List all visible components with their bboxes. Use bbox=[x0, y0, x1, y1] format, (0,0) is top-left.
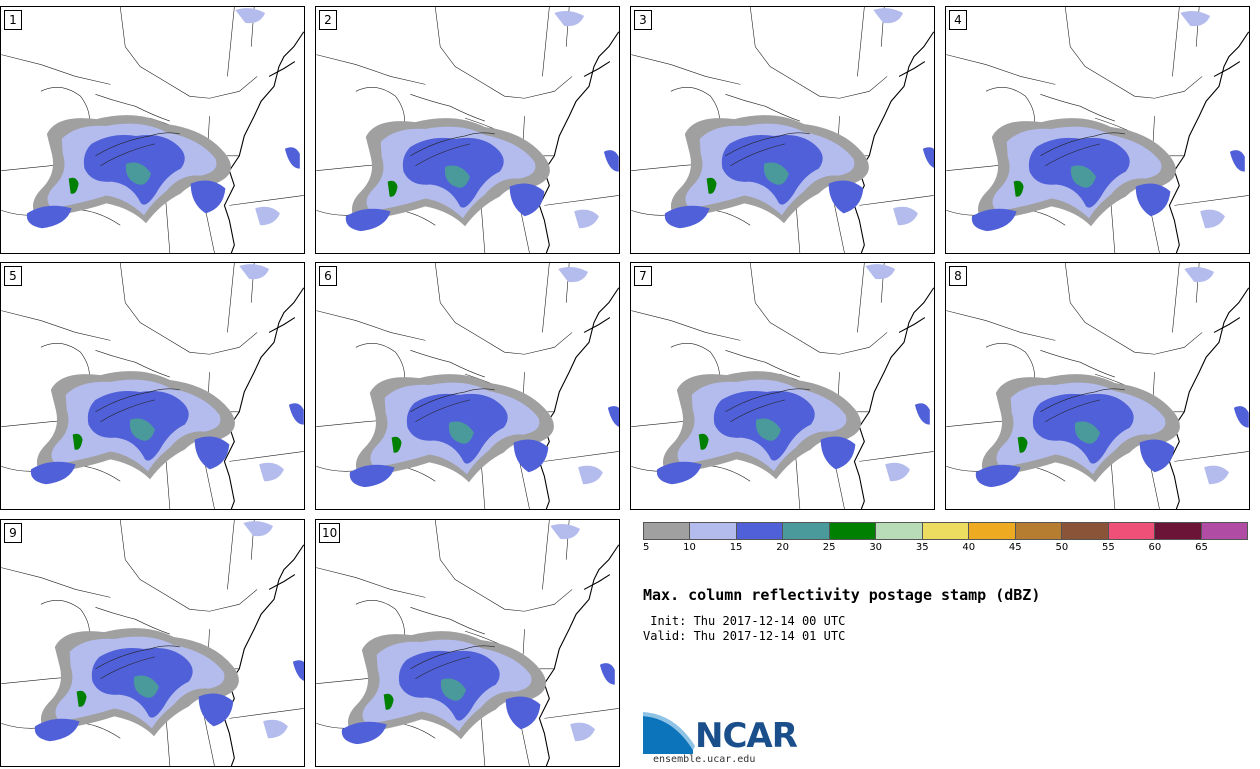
legend-label: 40 bbox=[962, 542, 976, 553]
legend-label: 35 bbox=[915, 542, 929, 553]
legend-swatch bbox=[690, 523, 737, 539]
legend-swatch bbox=[922, 523, 970, 539]
legend-label: 45 bbox=[1008, 542, 1022, 553]
map-title: Max. column reflectivity postage stamp (… bbox=[643, 586, 1041, 604]
ncar-logo: NCAR bbox=[643, 712, 798, 754]
legend-swatch bbox=[829, 523, 877, 539]
legend-swatch bbox=[969, 523, 1016, 539]
legend-label: 65 bbox=[1195, 542, 1208, 553]
legend-swatch bbox=[1108, 523, 1156, 539]
legend-swatch bbox=[644, 523, 691, 539]
postage-stamp-panel: 1 bbox=[0, 6, 305, 254]
legend-swatch bbox=[1015, 523, 1063, 539]
legend-swatch bbox=[1201, 523, 1248, 539]
legend-swatch bbox=[1155, 523, 1202, 539]
legend-label: 25 bbox=[822, 542, 836, 553]
panel-number: 6 bbox=[319, 266, 337, 286]
panel-number: 5 bbox=[4, 266, 22, 286]
postage-stamp-panel: 6 bbox=[315, 262, 620, 510]
postage-stamp-panel: 8 bbox=[945, 262, 1250, 510]
panel-number: 4 bbox=[949, 10, 967, 30]
panel-number: 3 bbox=[634, 10, 652, 30]
panel-number: 1 bbox=[4, 10, 22, 30]
legend-label: 15 bbox=[729, 542, 743, 553]
legend-label: 50 bbox=[1055, 542, 1069, 553]
legend-label: 60 bbox=[1148, 542, 1162, 553]
legend-swatch bbox=[783, 523, 830, 539]
panel-number: 2 bbox=[319, 10, 337, 30]
logo-url: ensemble.ucar.edu bbox=[653, 754, 756, 765]
legend-label: 10 bbox=[683, 542, 696, 553]
postage-stamp-panel: 10 bbox=[315, 519, 620, 767]
legend-swatch bbox=[1062, 523, 1109, 539]
postage-stamp-panel: 4 bbox=[945, 6, 1250, 254]
init-time: Init: Thu 2017-12-14 00 UTC bbox=[643, 614, 846, 628]
ncar-logo-text: NCAR bbox=[695, 716, 798, 756]
panel-number: 8 bbox=[949, 266, 967, 286]
postage-stamp-panel: 2 bbox=[315, 6, 620, 254]
panel-number: 7 bbox=[634, 266, 652, 286]
legend-swatch bbox=[736, 523, 784, 539]
legend-label: 20 bbox=[776, 542, 789, 553]
legend-label: 5 bbox=[643, 542, 650, 553]
legend-swatch bbox=[876, 523, 923, 539]
postage-stamp-panel: 5 bbox=[0, 262, 305, 510]
postage-stamp-panel: 9 bbox=[0, 519, 305, 767]
legend-label: 55 bbox=[1102, 542, 1115, 553]
ncar-swoosh-icon bbox=[643, 712, 695, 754]
color-scale-legend bbox=[643, 522, 1248, 540]
postage-stamp-panel: 7 bbox=[630, 262, 935, 510]
panel-number: 10 bbox=[319, 523, 341, 543]
panel-number: 9 bbox=[4, 523, 22, 543]
color-scale-labels: 5 10 15 20 25 30 35 40 45 50 55 60 65 bbox=[643, 542, 1248, 556]
valid-time: Valid: Thu 2017-12-14 01 UTC bbox=[643, 629, 846, 643]
postage-stamp-panel: 3 bbox=[630, 6, 935, 254]
legend-label: 30 bbox=[869, 542, 883, 553]
